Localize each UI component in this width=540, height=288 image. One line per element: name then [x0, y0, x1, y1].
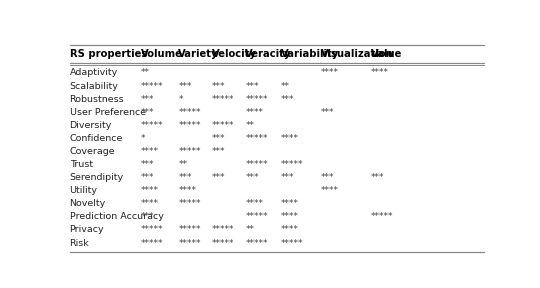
Text: *****: *****: [212, 238, 234, 247]
Text: *****: *****: [178, 121, 201, 130]
Text: Risk: Risk: [70, 238, 89, 247]
Text: *****: *****: [141, 226, 163, 234]
Text: *****: *****: [212, 121, 234, 130]
Text: ***: ***: [141, 160, 154, 169]
Text: ***: ***: [281, 94, 294, 104]
Text: *****: *****: [178, 108, 201, 117]
Text: ***: ***: [371, 173, 384, 182]
Text: ***: ***: [245, 173, 259, 182]
Text: Visualization: Visualization: [321, 49, 393, 59]
Text: **: **: [245, 226, 254, 234]
Text: Value: Value: [371, 49, 402, 59]
Text: ****: ****: [245, 199, 264, 208]
Text: Adaptivity: Adaptivity: [70, 69, 118, 77]
Text: *****: *****: [178, 199, 201, 208]
Text: *****: *****: [178, 226, 201, 234]
Text: ****: ****: [281, 134, 299, 143]
Text: ***: ***: [141, 108, 154, 117]
Text: ****: ****: [281, 226, 299, 234]
Text: ****: ****: [141, 147, 159, 156]
Text: ***: ***: [212, 173, 225, 182]
Text: *****: *****: [281, 160, 303, 169]
Text: RS properties: RS properties: [70, 49, 147, 59]
Text: User Preference: User Preference: [70, 108, 146, 117]
Text: ****: ****: [178, 186, 197, 195]
Text: Variability: Variability: [281, 49, 339, 59]
Text: Privacy: Privacy: [70, 226, 104, 234]
Text: ***: ***: [141, 173, 154, 182]
Text: *****: *****: [371, 212, 394, 221]
Text: ****: ****: [245, 108, 264, 117]
Text: Volume: Volume: [141, 49, 183, 59]
Text: *****: *****: [281, 238, 303, 247]
Text: *****: *****: [212, 94, 234, 104]
Text: ***: ***: [212, 82, 225, 90]
Text: *****: *****: [245, 160, 268, 169]
Text: ***: ***: [178, 82, 192, 90]
Text: Variety: Variety: [178, 49, 219, 59]
Text: ****: ****: [141, 199, 159, 208]
Text: Diversity: Diversity: [70, 121, 112, 130]
Text: Robustness: Robustness: [70, 94, 124, 104]
Text: **: **: [141, 69, 150, 77]
Text: ***: ***: [178, 173, 192, 182]
Text: ***: ***: [212, 134, 225, 143]
Text: ***: ***: [141, 212, 154, 221]
Text: Prediction Accuracy: Prediction Accuracy: [70, 212, 164, 221]
Text: ***: ***: [212, 147, 225, 156]
Text: Velocity: Velocity: [212, 49, 256, 59]
Text: ***: ***: [245, 82, 259, 90]
Text: **: **: [245, 121, 254, 130]
Text: Veracity: Veracity: [245, 49, 292, 59]
Text: *****: *****: [178, 238, 201, 247]
Text: *****: *****: [245, 212, 268, 221]
Text: ****: ****: [321, 69, 339, 77]
Text: *****: *****: [245, 134, 268, 143]
Text: ***: ***: [281, 173, 294, 182]
Text: Scalability: Scalability: [70, 82, 118, 90]
Text: Serendipity: Serendipity: [70, 173, 124, 182]
Text: *: *: [178, 94, 183, 104]
Text: *****: *****: [141, 238, 163, 247]
Text: ****: ****: [141, 186, 159, 195]
Text: *****: *****: [245, 94, 268, 104]
Text: ***: ***: [321, 173, 334, 182]
Text: Confidence: Confidence: [70, 134, 123, 143]
Text: **: **: [178, 160, 187, 169]
Text: *****: *****: [141, 121, 163, 130]
Text: Coverage: Coverage: [70, 147, 115, 156]
Text: *****: *****: [212, 226, 234, 234]
Text: *****: *****: [245, 238, 268, 247]
Text: *****: *****: [141, 82, 163, 90]
Text: ***: ***: [321, 108, 334, 117]
Text: Utility: Utility: [70, 186, 98, 195]
Text: Trust: Trust: [70, 160, 93, 169]
Text: **: **: [281, 82, 290, 90]
Text: *****: *****: [178, 147, 201, 156]
Text: ***: ***: [141, 94, 154, 104]
Text: Novelty: Novelty: [70, 199, 106, 208]
Text: *: *: [141, 134, 145, 143]
Text: ****: ****: [281, 199, 299, 208]
Text: ****: ****: [281, 212, 299, 221]
Text: ****: ****: [321, 186, 339, 195]
Text: ****: ****: [371, 69, 389, 77]
